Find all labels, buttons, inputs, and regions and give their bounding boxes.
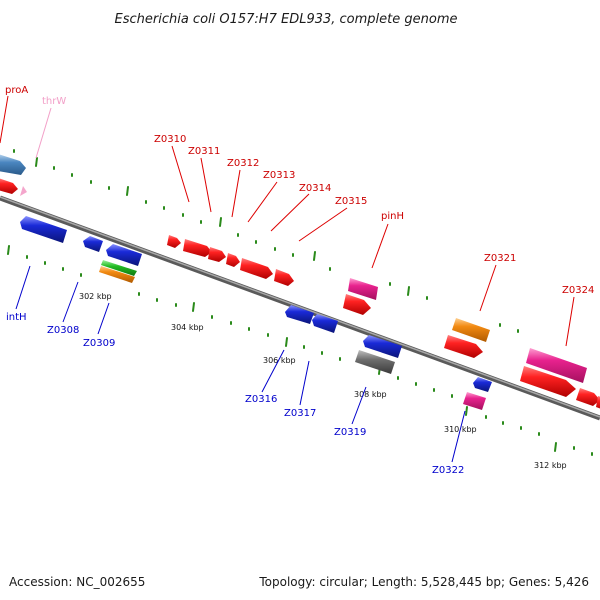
leader-line-thrw: [35, 107, 52, 159]
cds-gene: [348, 278, 378, 300]
cds-gene: [452, 318, 490, 342]
cds-gene: [363, 335, 402, 358]
gene-label: Z0315: [335, 196, 367, 207]
gene-label: Z0312: [227, 158, 259, 169]
gene-label: Z0324: [562, 285, 594, 296]
cds-gene: [226, 253, 240, 267]
cds-gene: [520, 366, 576, 397]
gene-labels-top: proA thrW Z0310 Z0311 Z0312 Z0313 Z0314 …: [5, 85, 594, 296]
cds-gene: [526, 348, 587, 383]
cds-gene: [167, 235, 181, 248]
forward-features: [0, 154, 600, 409]
gene-label: Z0321: [484, 253, 516, 264]
gene-label: Z0322: [432, 465, 464, 476]
reverse-features: [20, 216, 492, 410]
gene-labels-bottom: intH Z0308 Z0309 Z0316 Z0317 Z0319 Z0322: [6, 312, 464, 476]
gene-label: Z0311: [188, 146, 220, 157]
cds-gene: [355, 350, 395, 374]
cds-gene: [463, 392, 486, 410]
genome-backbone: [0, 195, 600, 421]
cds-gene: [343, 294, 371, 315]
cds-gene: [0, 178, 18, 194]
scale-label: 312 kbp: [534, 461, 567, 470]
cds-gene: [208, 247, 226, 262]
cds-gene: [106, 244, 142, 266]
cds-gene: [576, 388, 600, 406]
gene-label: Z0308: [47, 325, 79, 336]
cds-gene: [444, 335, 483, 358]
gene-label: Z0314: [299, 183, 331, 194]
gene-label: pinH: [381, 211, 404, 222]
cds-gene: [274, 269, 294, 286]
gene-label: Z0309: [83, 338, 115, 349]
gene-label: proA: [5, 85, 28, 96]
scale-label: 306 kbp: [263, 356, 296, 365]
cds-gene: [99, 266, 135, 283]
gene-label: thrW: [42, 96, 66, 107]
scale-track-lower: [7, 245, 593, 456]
cds-gene: [83, 236, 103, 252]
gene-label: Z0317: [284, 408, 316, 419]
gene-label: Z0319: [334, 427, 366, 438]
cds-gene: [596, 396, 600, 409]
cds-gene: [0, 154, 26, 175]
cds-gene: [101, 260, 137, 276]
gene-label: Z0313: [263, 170, 295, 181]
cds-gene: [240, 258, 273, 279]
cds-gene: [473, 377, 492, 392]
cds-gene: [312, 314, 338, 333]
trna-gene: [20, 186, 27, 196]
leader-lines-top: [0, 95, 575, 347]
map-title: Escherichia coli O157:H7 EDL933, complet…: [115, 12, 458, 27]
cds-gene: [183, 239, 212, 257]
scale-label: 304 kbp: [171, 323, 204, 332]
accession-text: Accession: NC_002655: [9, 575, 146, 589]
scale-label: 302 kbp: [79, 292, 112, 301]
cds-gene: [285, 305, 314, 324]
scale-label: 308 kbp: [354, 390, 387, 399]
leader-lines-bottom: [15, 265, 466, 463]
gene-label: intH: [6, 312, 27, 323]
gene-label: Z0316: [245, 394, 277, 405]
gene-label: Z0310: [154, 134, 186, 145]
genome-summary-text: Topology: circular; Length: 5,528,445 bp…: [259, 575, 589, 589]
cds-gene: [20, 216, 67, 243]
scale-track-upper: [13, 149, 519, 333]
